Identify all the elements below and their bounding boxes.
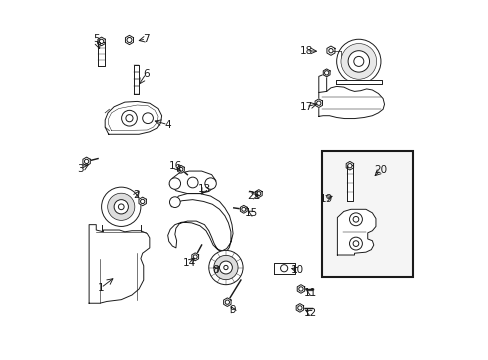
Circle shape xyxy=(213,255,238,280)
Polygon shape xyxy=(125,35,133,45)
Circle shape xyxy=(324,71,328,75)
Text: 11: 11 xyxy=(304,288,317,297)
Polygon shape xyxy=(335,80,381,84)
Text: 17: 17 xyxy=(299,102,312,112)
Polygon shape xyxy=(346,165,352,202)
Circle shape xyxy=(208,250,243,285)
Circle shape xyxy=(349,213,362,226)
Circle shape xyxy=(353,57,363,66)
Polygon shape xyxy=(98,42,104,66)
Polygon shape xyxy=(318,75,326,93)
Circle shape xyxy=(107,193,135,220)
Polygon shape xyxy=(139,197,146,206)
Circle shape xyxy=(298,287,303,291)
Bar xyxy=(322,152,413,277)
Circle shape xyxy=(169,178,180,189)
Circle shape xyxy=(114,200,128,214)
Text: 10: 10 xyxy=(290,265,304,275)
Polygon shape xyxy=(273,263,294,274)
Circle shape xyxy=(280,265,287,272)
Polygon shape xyxy=(346,161,353,170)
Circle shape xyxy=(193,255,197,259)
Polygon shape xyxy=(167,194,233,252)
Polygon shape xyxy=(191,253,198,261)
Text: 12: 12 xyxy=(304,308,317,318)
Polygon shape xyxy=(177,165,184,173)
Text: 7: 7 xyxy=(142,34,149,44)
Circle shape xyxy=(118,204,124,210)
Polygon shape xyxy=(134,65,139,94)
Circle shape xyxy=(102,187,141,226)
Text: 18: 18 xyxy=(299,46,312,56)
Text: 4: 4 xyxy=(164,120,171,130)
Polygon shape xyxy=(223,298,231,306)
Circle shape xyxy=(219,261,232,274)
Circle shape xyxy=(187,177,198,188)
Text: 3: 3 xyxy=(77,164,83,174)
Circle shape xyxy=(297,306,302,310)
Circle shape xyxy=(127,37,132,42)
Circle shape xyxy=(349,237,362,250)
Text: 15: 15 xyxy=(244,208,258,218)
Circle shape xyxy=(84,159,88,163)
Text: 8: 8 xyxy=(211,265,218,275)
Text: 14: 14 xyxy=(182,258,195,268)
Text: 2: 2 xyxy=(133,190,140,200)
Circle shape xyxy=(142,113,153,123)
Polygon shape xyxy=(240,205,246,213)
Polygon shape xyxy=(296,303,303,312)
Text: 6: 6 xyxy=(142,68,149,78)
Circle shape xyxy=(347,51,369,72)
Polygon shape xyxy=(83,157,90,166)
Circle shape xyxy=(256,192,260,195)
Circle shape xyxy=(140,199,144,203)
Circle shape xyxy=(352,216,358,222)
Polygon shape xyxy=(105,102,162,134)
Circle shape xyxy=(352,241,358,247)
Circle shape xyxy=(169,197,180,207)
Polygon shape xyxy=(318,86,384,118)
Polygon shape xyxy=(297,285,304,293)
Bar xyxy=(322,152,413,277)
Circle shape xyxy=(347,163,351,168)
Text: 9: 9 xyxy=(229,305,236,315)
Polygon shape xyxy=(98,37,105,46)
Text: 20: 20 xyxy=(374,165,386,175)
Polygon shape xyxy=(323,69,329,77)
Text: 16: 16 xyxy=(169,161,182,171)
Circle shape xyxy=(242,207,245,211)
Circle shape xyxy=(336,39,380,84)
Text: 21: 21 xyxy=(246,191,260,201)
Text: 19: 19 xyxy=(319,194,332,203)
Polygon shape xyxy=(169,171,216,194)
Circle shape xyxy=(316,101,320,105)
Polygon shape xyxy=(89,225,149,303)
Circle shape xyxy=(204,178,216,189)
Text: 13: 13 xyxy=(198,184,211,194)
Circle shape xyxy=(224,265,227,270)
Text: 1: 1 xyxy=(98,283,104,293)
Circle shape xyxy=(179,167,183,171)
Polygon shape xyxy=(326,46,334,55)
Polygon shape xyxy=(314,99,322,108)
Text: 5: 5 xyxy=(93,34,100,44)
Circle shape xyxy=(328,49,332,53)
Circle shape xyxy=(225,300,229,304)
Circle shape xyxy=(125,114,133,122)
Polygon shape xyxy=(337,209,375,255)
Circle shape xyxy=(99,39,103,44)
Circle shape xyxy=(122,111,137,126)
Circle shape xyxy=(340,44,376,79)
Polygon shape xyxy=(255,190,262,198)
